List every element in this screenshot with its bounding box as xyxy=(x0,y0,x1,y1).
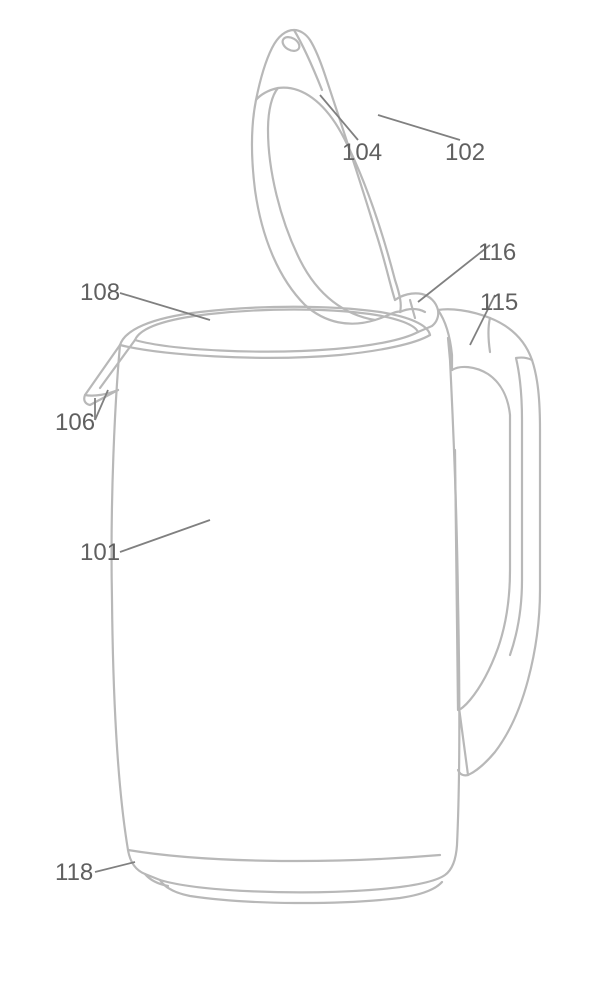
rim-inner-back xyxy=(135,310,418,341)
leader-104 xyxy=(320,95,358,140)
lid-inner-edge xyxy=(268,88,375,320)
rim-inner-front xyxy=(135,332,418,352)
label-118: 118 xyxy=(55,859,93,886)
handle-depth-1 xyxy=(510,358,532,655)
spout-edge xyxy=(85,390,118,396)
rim-back xyxy=(120,307,430,345)
handle-inner xyxy=(452,367,510,710)
label-115: 115 xyxy=(480,289,518,316)
kettle-diagram: 104 102 116 108 115 106 101 118 xyxy=(0,0,612,1000)
leader-108 xyxy=(120,293,210,320)
label-108: 108 xyxy=(80,279,120,306)
label-106: 106 xyxy=(55,409,95,436)
label-104: 104 xyxy=(342,139,382,166)
hinge xyxy=(395,293,438,332)
leader-101 xyxy=(120,520,210,552)
label-116: 116 xyxy=(478,239,516,266)
handle-outer xyxy=(438,309,540,775)
lid-outer xyxy=(256,30,401,312)
label-101: 101 xyxy=(80,539,120,566)
lid-inner xyxy=(252,100,400,324)
leader-102 xyxy=(378,115,460,140)
handle-depth-2 xyxy=(489,318,491,352)
label-102: 102 xyxy=(445,139,485,166)
body-outline xyxy=(112,338,460,892)
leader-118 xyxy=(95,862,135,872)
base-inner-line xyxy=(128,850,440,861)
